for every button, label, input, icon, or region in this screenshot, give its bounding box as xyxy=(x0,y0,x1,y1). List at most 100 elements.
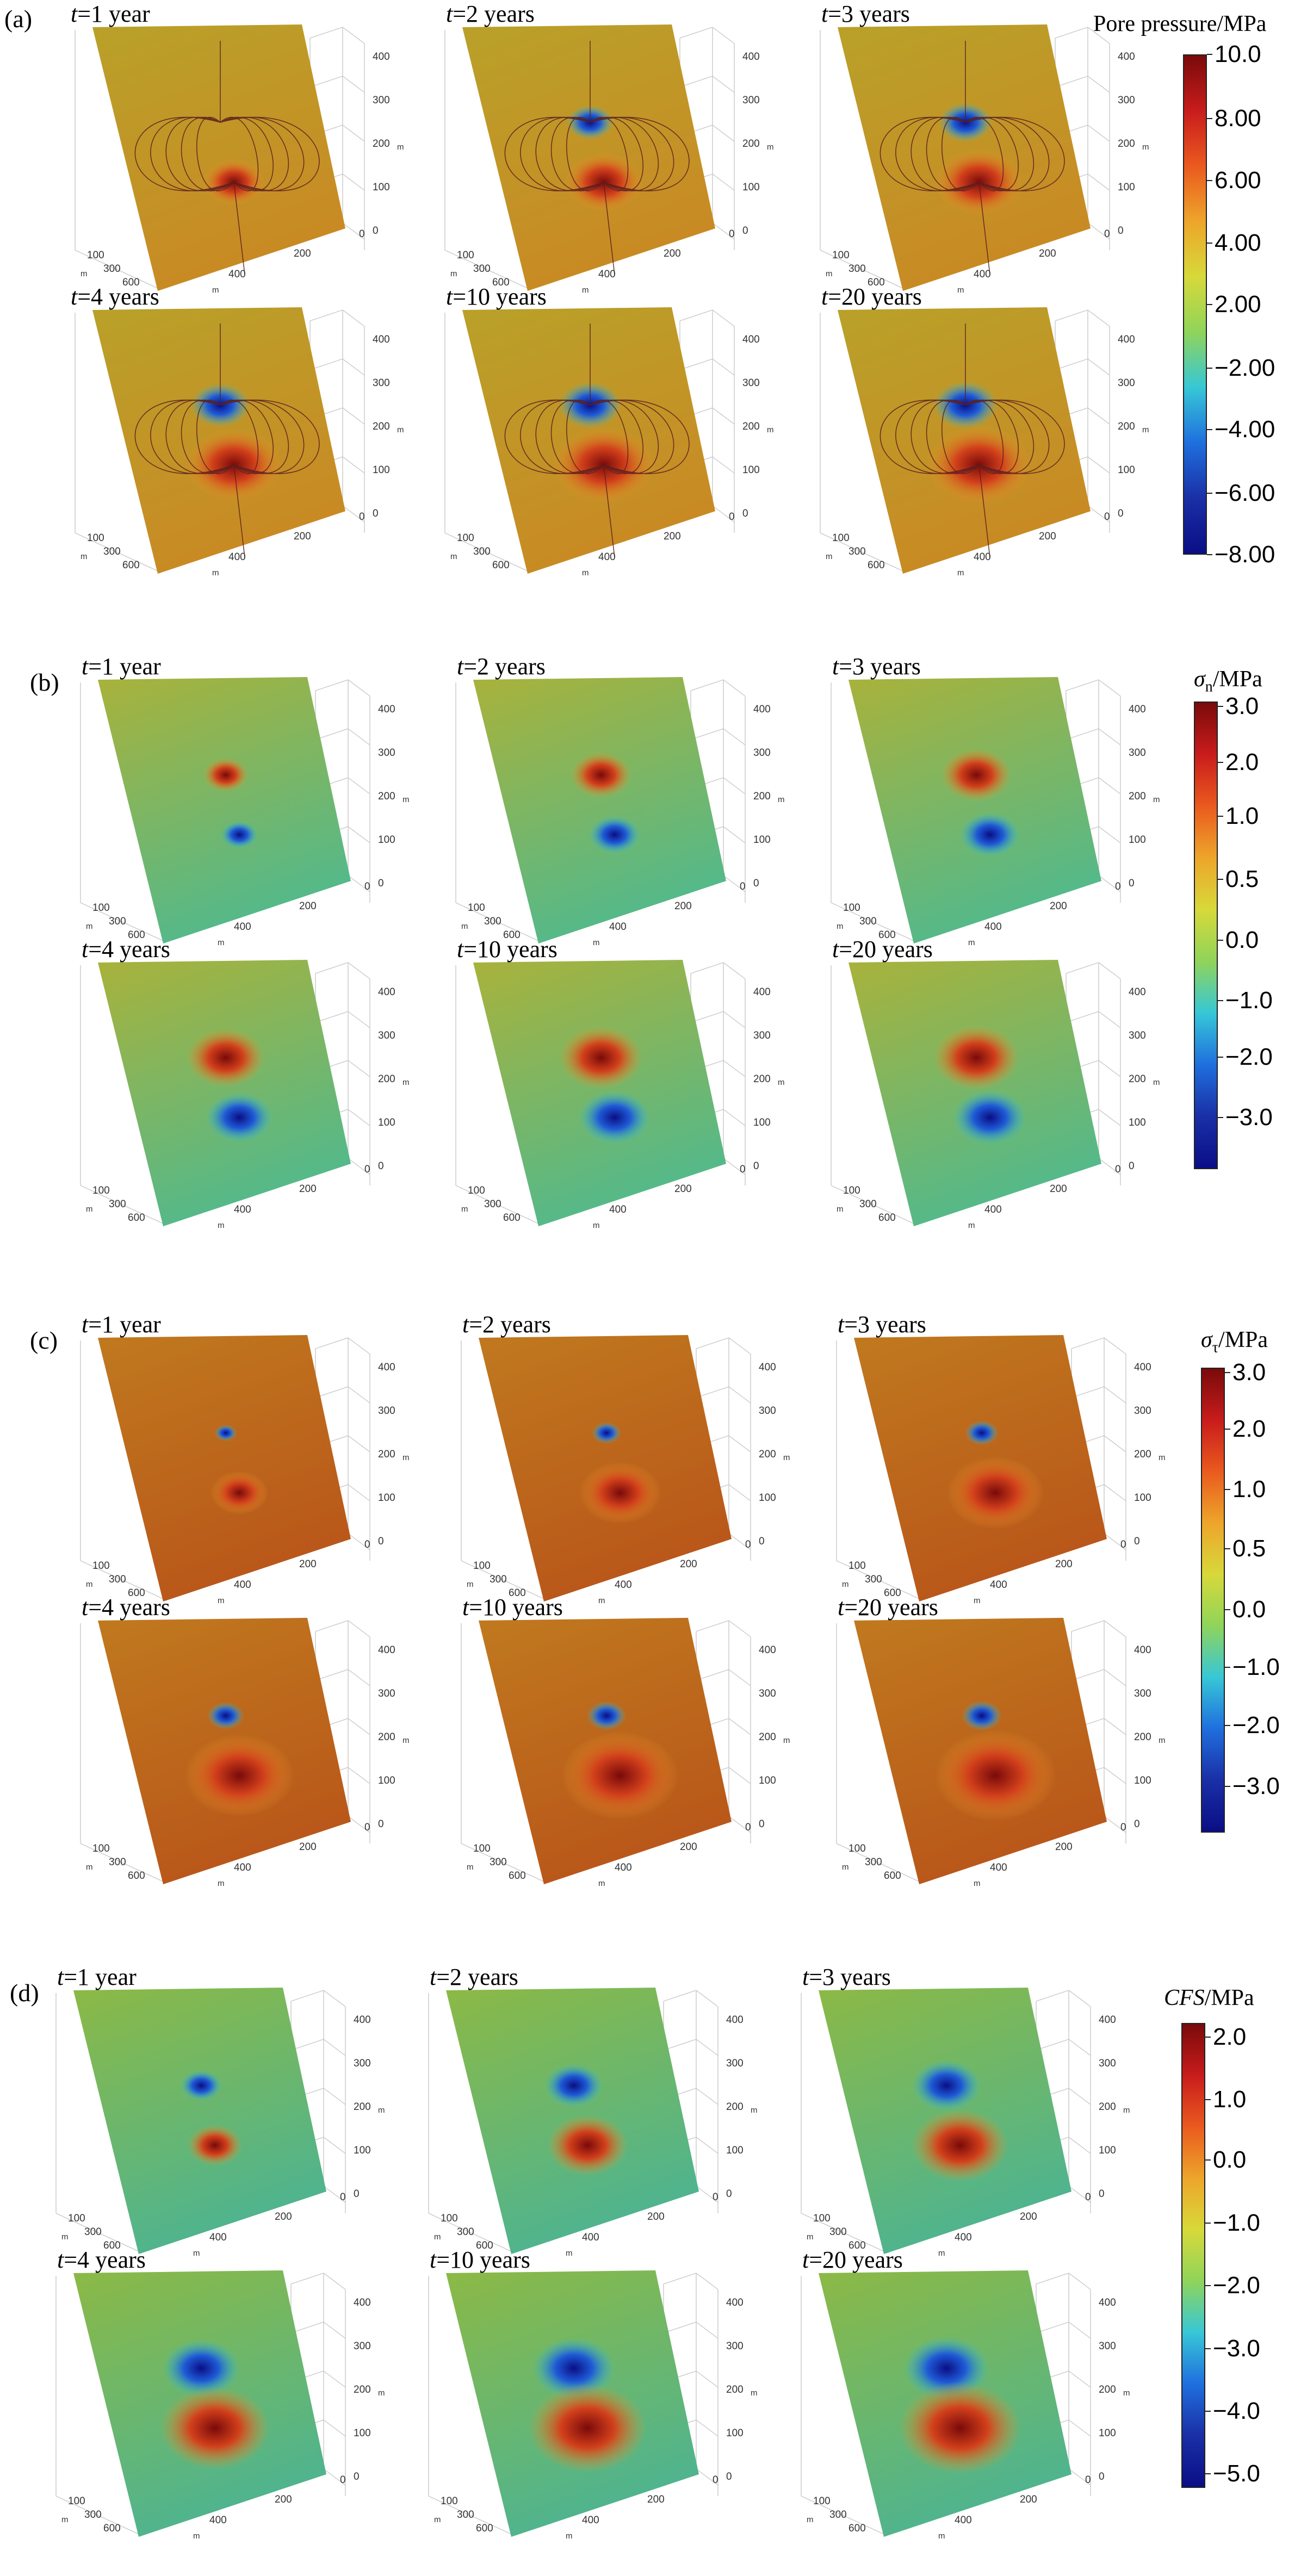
positive-anomaly xyxy=(912,2109,1008,2182)
vertical-tick-label: 0 xyxy=(726,2471,732,2482)
vertical-tick-label: 300 xyxy=(373,377,390,389)
colorbar-tick-label: 0.0 xyxy=(1232,1596,1266,1623)
vertical-tick-label: 100 xyxy=(753,834,771,846)
positive-anomaly xyxy=(559,1026,643,1089)
colorbar-tick-label: −2.0 xyxy=(1213,2272,1260,2299)
vertical-tick-label: 100 xyxy=(378,1117,395,1128)
colorbar-tick-label: 1.0 xyxy=(1225,802,1259,829)
unit-label: m xyxy=(61,2515,69,2524)
depth-tick-label: 300 xyxy=(829,2509,847,2521)
vertical-tick-label: 400 xyxy=(1129,986,1146,998)
vertical-tick-label: 200 xyxy=(753,791,771,802)
colorbar-tick-mark xyxy=(1207,117,1212,119)
positive-anomaly xyxy=(934,1730,1056,1821)
unit-label: m xyxy=(778,795,785,804)
negative-anomaly xyxy=(220,821,258,849)
x-tick-label: 400 xyxy=(609,921,627,933)
x-tick-label: 400 xyxy=(615,1579,632,1591)
x-tick-label: 200 xyxy=(275,2494,292,2505)
unit-label: m xyxy=(566,2249,573,2257)
vertical-tick-label: 400 xyxy=(759,1644,776,1656)
colorbar-tick-mark xyxy=(1207,554,1212,555)
negative-anomaly xyxy=(180,2070,222,2101)
vertical-tick-label: 100 xyxy=(354,2428,371,2439)
vertical-tick-label: 400 xyxy=(378,1644,395,1656)
colorbar-tick-mark xyxy=(1218,1117,1223,1119)
positive-anomaly xyxy=(933,1025,1020,1090)
depth-tick-label: 600 xyxy=(884,1587,901,1599)
depth-tick-label: 600 xyxy=(884,1870,901,1882)
vertical-tick-label: 0 xyxy=(753,1160,759,1172)
negative-anomaly xyxy=(162,2339,240,2398)
vertical-tick-label: 400 xyxy=(1129,704,1146,715)
depth-tick-label: 300 xyxy=(859,916,877,927)
depth-tick-label: 300 xyxy=(484,916,501,927)
colorbar-title: Pore pressure/MPa xyxy=(1093,11,1267,36)
vertical-tick-label: 100 xyxy=(1099,2428,1116,2439)
x-tick-label: 0 xyxy=(340,2474,346,2486)
x-tick-label: 200 xyxy=(664,248,681,259)
contour-plot-c-2: 100 300 600 400 200 0 0 100 200 300 400 m m m xyxy=(457,1332,805,1604)
colorbar-tick-mark xyxy=(1225,1428,1230,1430)
time-label: t=4 years xyxy=(57,2246,146,2273)
unit-label: m xyxy=(582,568,589,576)
vertical-tick-label: 200 xyxy=(753,1073,771,1085)
colorbar-tick-mark xyxy=(1225,1667,1230,1668)
vertical-tick-label: 300 xyxy=(378,747,395,759)
vertical-tick-label: 0 xyxy=(1134,1818,1140,1830)
x-tick-label: 200 xyxy=(275,2211,292,2223)
colorbar-tick-mark xyxy=(1207,492,1212,494)
colorbar-tick-label: 10.0 xyxy=(1215,41,1261,67)
x-tick-label: 200 xyxy=(674,901,692,912)
field-plane xyxy=(98,960,351,1226)
depth-tick-label: 600 xyxy=(503,1212,521,1224)
vertical-tick-label: 400 xyxy=(759,1362,776,1373)
negative-anomaly xyxy=(960,812,1020,857)
contour-plot-a-6: 100 300 600 400 200 0 0 100 200 300 400 m m m xyxy=(816,305,1164,576)
vertical-tick-label: 300 xyxy=(1134,1405,1151,1417)
field-plane xyxy=(98,677,351,944)
vertical-tick-label: 100 xyxy=(1099,2145,1116,2156)
depth-tick-label: 100 xyxy=(87,532,104,544)
unit-label: m xyxy=(467,1580,474,1589)
x-tick-label: 400 xyxy=(990,1579,1007,1591)
vertical-tick-label: 0 xyxy=(742,225,748,237)
contour-plot-d-6: 100 300 600 400 200 0 0 100 200 300 400 m m m xyxy=(797,2268,1145,2540)
colorbar xyxy=(1194,702,1218,1169)
contour-plot-b-4: 100 300 600 400 200 0 0 100 200 300 400 m m m xyxy=(76,957,424,1229)
x-tick-label: 0 xyxy=(364,1822,370,1833)
negative-anomaly xyxy=(953,1090,1027,1145)
unit-label: m xyxy=(566,2531,573,2540)
x-tick-label: 200 xyxy=(1055,1559,1073,1570)
x-tick-label: 200 xyxy=(299,1559,317,1570)
vertical-tick-label: 400 xyxy=(726,2297,744,2308)
vertical-tick-label: 200 xyxy=(759,1449,776,1460)
colorbar-tick-label: −1.0 xyxy=(1232,1654,1280,1681)
positive-anomaly xyxy=(547,2115,628,2176)
contour-plot-b-2: 100 300 600 400 200 0 0 100 200 300 400 m m m xyxy=(451,674,800,946)
vertical-tick-label: 0 xyxy=(1118,508,1124,519)
vertical-tick-label: 400 xyxy=(378,704,395,715)
unit-label: m xyxy=(582,285,589,294)
vertical-tick-label: 100 xyxy=(753,1117,771,1128)
depth-tick-label: 300 xyxy=(457,2509,474,2521)
time-label: t=3 years xyxy=(832,653,921,680)
depth-tick-label: 100 xyxy=(813,2496,831,2507)
field-plane xyxy=(848,677,1101,944)
grid-lines xyxy=(428,2273,718,2535)
depth-tick-label: 600 xyxy=(476,2240,493,2251)
unit-label: m xyxy=(968,938,975,946)
x-tick-label: 400 xyxy=(228,269,246,280)
unit-label: m xyxy=(212,568,219,576)
contour-plot-d-3: 100 300 600 400 200 0 0 100 200 300 400 m m m xyxy=(797,1985,1145,2257)
depth-tick-label: 100 xyxy=(473,1560,491,1572)
x-tick-label: 200 xyxy=(299,1841,317,1853)
contour-plot-c-3: 100 300 600 400 200 0 0 100 200 300 400 m m m xyxy=(832,1332,1180,1604)
contour-plot-c-4: 100 300 600 400 200 0 0 100 200 300 400 m m m xyxy=(76,1615,424,1887)
x-tick-label: 200 xyxy=(674,1183,692,1195)
positive-anomaly xyxy=(210,1471,269,1514)
vertical-tick-label: 0 xyxy=(742,508,748,519)
contour-plot-c-5: 100 300 600 400 200 0 0 100 200 300 400 m m m xyxy=(457,1615,805,1887)
unit-label: m xyxy=(1123,2388,1130,2398)
depth-tick-label: 100 xyxy=(92,1185,110,1196)
